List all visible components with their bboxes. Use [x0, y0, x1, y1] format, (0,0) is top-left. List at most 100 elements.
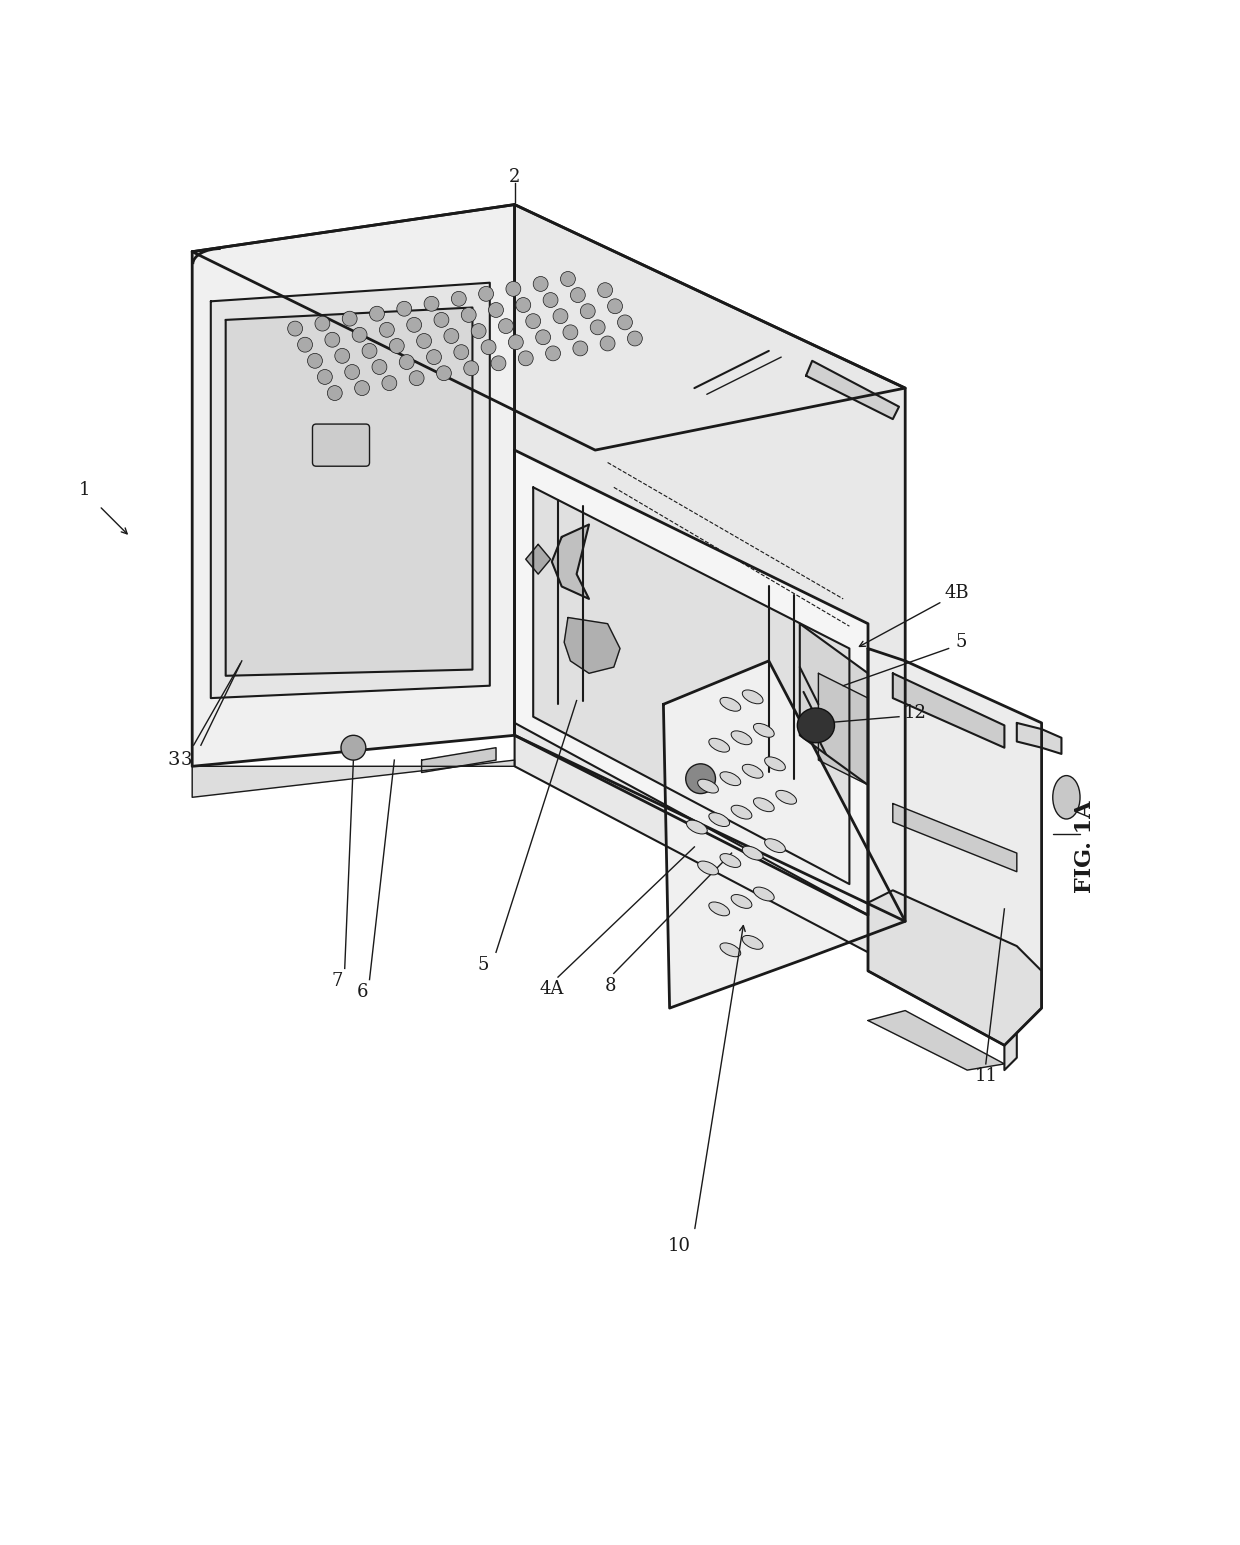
Polygon shape — [868, 890, 1042, 1071]
Circle shape — [409, 371, 424, 386]
Text: 3: 3 — [167, 751, 180, 769]
Circle shape — [397, 301, 412, 317]
Circle shape — [491, 355, 506, 371]
Polygon shape — [192, 760, 515, 797]
Polygon shape — [552, 524, 589, 599]
Ellipse shape — [743, 765, 763, 779]
Text: 12: 12 — [904, 705, 926, 722]
Circle shape — [506, 281, 521, 297]
Ellipse shape — [698, 779, 718, 793]
Circle shape — [434, 312, 449, 328]
Circle shape — [315, 317, 330, 331]
Polygon shape — [818, 674, 868, 785]
Ellipse shape — [797, 708, 835, 743]
Circle shape — [508, 335, 523, 349]
Circle shape — [627, 331, 642, 346]
Text: 5: 5 — [955, 633, 967, 652]
Polygon shape — [533, 487, 849, 884]
Circle shape — [454, 345, 469, 360]
Circle shape — [444, 329, 459, 343]
Circle shape — [518, 351, 533, 366]
Circle shape — [379, 323, 394, 337]
Text: 10: 10 — [668, 1238, 691, 1255]
Circle shape — [570, 287, 585, 303]
Circle shape — [489, 303, 503, 317]
Polygon shape — [663, 661, 905, 1007]
Circle shape — [345, 365, 360, 380]
Circle shape — [608, 298, 622, 314]
Polygon shape — [211, 283, 490, 698]
Circle shape — [335, 349, 350, 363]
Circle shape — [590, 320, 605, 335]
Ellipse shape — [720, 697, 740, 711]
Polygon shape — [515, 450, 868, 915]
Polygon shape — [868, 1010, 1004, 1071]
Circle shape — [341, 735, 366, 760]
Text: 8: 8 — [604, 976, 616, 995]
Circle shape — [598, 283, 613, 298]
Ellipse shape — [720, 942, 740, 956]
Ellipse shape — [776, 791, 796, 805]
Circle shape — [573, 341, 588, 355]
Ellipse shape — [765, 757, 785, 771]
Text: 2: 2 — [508, 168, 521, 187]
Ellipse shape — [720, 854, 740, 867]
Text: 5: 5 — [477, 956, 490, 973]
Circle shape — [516, 298, 531, 312]
Circle shape — [352, 328, 367, 343]
Circle shape — [526, 314, 541, 329]
Ellipse shape — [765, 839, 785, 853]
Text: 6: 6 — [356, 983, 368, 1001]
Ellipse shape — [743, 935, 763, 949]
Circle shape — [553, 309, 568, 323]
Circle shape — [546, 346, 560, 362]
Circle shape — [618, 315, 632, 329]
Polygon shape — [526, 544, 551, 575]
Ellipse shape — [754, 887, 774, 901]
Circle shape — [389, 338, 404, 354]
FancyBboxPatch shape — [312, 423, 370, 467]
Circle shape — [479, 286, 494, 301]
Circle shape — [580, 304, 595, 318]
Ellipse shape — [709, 739, 729, 752]
Circle shape — [298, 337, 312, 352]
Text: 7: 7 — [331, 972, 343, 990]
Circle shape — [498, 318, 513, 334]
Ellipse shape — [709, 902, 729, 916]
Circle shape — [427, 349, 441, 365]
Circle shape — [372, 360, 387, 374]
Polygon shape — [564, 618, 620, 674]
Polygon shape — [192, 204, 515, 766]
Circle shape — [424, 297, 439, 311]
Circle shape — [327, 386, 342, 400]
Circle shape — [600, 335, 615, 351]
Circle shape — [533, 277, 548, 292]
Circle shape — [288, 321, 303, 335]
Circle shape — [317, 369, 332, 385]
Polygon shape — [893, 674, 1004, 748]
Circle shape — [563, 324, 578, 340]
Polygon shape — [422, 748, 496, 772]
Circle shape — [399, 355, 414, 369]
Circle shape — [451, 292, 466, 306]
Circle shape — [407, 317, 422, 332]
Polygon shape — [1017, 723, 1061, 754]
Circle shape — [686, 763, 715, 794]
Circle shape — [543, 292, 558, 307]
Circle shape — [325, 332, 340, 348]
Ellipse shape — [1053, 776, 1080, 819]
Circle shape — [308, 354, 322, 368]
Ellipse shape — [687, 820, 707, 834]
Polygon shape — [868, 649, 1042, 1046]
Text: FIG. 1A: FIG. 1A — [1074, 800, 1096, 893]
Circle shape — [536, 329, 551, 345]
Text: 3: 3 — [180, 751, 192, 769]
Circle shape — [355, 380, 370, 396]
Circle shape — [362, 343, 377, 358]
Ellipse shape — [754, 723, 774, 737]
Ellipse shape — [709, 813, 729, 827]
Circle shape — [464, 362, 479, 375]
Circle shape — [481, 340, 496, 355]
Circle shape — [461, 307, 476, 323]
Ellipse shape — [743, 691, 763, 705]
